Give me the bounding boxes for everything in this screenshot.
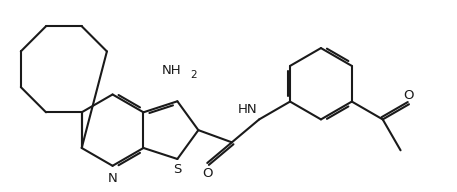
Text: N: N	[108, 172, 117, 185]
Text: O: O	[404, 89, 414, 102]
Text: HN: HN	[237, 103, 257, 116]
Text: O: O	[202, 167, 213, 180]
Text: NH: NH	[162, 64, 182, 77]
Text: S: S	[173, 163, 181, 176]
Text: 2: 2	[191, 70, 197, 80]
